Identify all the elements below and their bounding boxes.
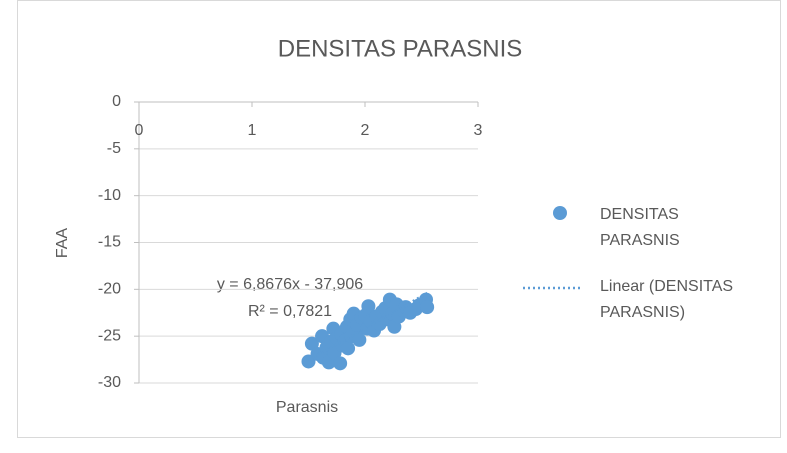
x-tick-label: 1 — [248, 122, 257, 139]
legend-marker — [553, 206, 567, 220]
data-point — [420, 300, 435, 315]
trendline-r2: R² = 0,7821 — [248, 303, 332, 320]
data-point — [352, 332, 367, 347]
trendline-equation: y = 6,8676x - 37,906 — [217, 276, 363, 293]
x-tick-label: 2 — [361, 122, 370, 139]
y-tick-label: -10 — [98, 187, 121, 204]
y-tick-label: 0 — [112, 93, 121, 110]
data-point — [361, 299, 376, 314]
data-point — [304, 336, 319, 351]
y-tick-label: -25 — [98, 327, 121, 344]
x-axis-title: Parasnis — [276, 399, 338, 416]
x-tick-label: 0 — [135, 122, 144, 139]
x-tick-label: 3 — [474, 122, 483, 139]
y-tick-label: -15 — [98, 234, 121, 251]
data-point — [333, 356, 348, 371]
data-point — [341, 341, 356, 356]
y-tick-label: -30 — [98, 374, 121, 391]
y-tick-label: -20 — [98, 281, 121, 298]
legend-label: Linear (DENSITAS PARASNIS) — [600, 278, 734, 321]
chart-title: DENSITAS PARASNIS — [278, 35, 523, 62]
legend-label: DENSITAS PARASNIS — [600, 206, 680, 249]
y-tick-label: -5 — [107, 140, 121, 157]
y-axis-title: FAA — [54, 228, 71, 259]
chart-frame — [17, 0, 781, 438]
